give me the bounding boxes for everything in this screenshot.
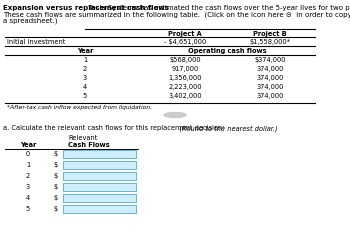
Text: Tesla Systems has estimated the cash flows over the 5-year lives for two project: Tesla Systems has estimated the cash flo… [84, 5, 350, 11]
Text: 1,356,000: 1,356,000 [168, 75, 202, 81]
Text: 2,223,000: 2,223,000 [168, 84, 202, 90]
Text: Relevant: Relevant [68, 135, 97, 141]
Text: *After-tax cash inflow expected from liquidation.: *After-tax cash inflow expected from liq… [7, 105, 152, 110]
Text: 2: 2 [26, 173, 30, 179]
Text: 2: 2 [83, 66, 87, 72]
Text: $: $ [54, 184, 58, 190]
FancyBboxPatch shape [63, 161, 136, 169]
Text: $: $ [54, 162, 58, 168]
Text: These cash flows are summarized in the following table.  (Click on the icon here: These cash flows are summarized in the f… [3, 11, 350, 17]
Text: (Round to the nearest dollar.): (Round to the nearest dollar.) [175, 125, 278, 132]
Text: 5: 5 [26, 206, 30, 212]
Text: 0: 0 [26, 151, 30, 157]
Text: Operating cash flows: Operating cash flows [188, 48, 266, 54]
Text: 374,000: 374,000 [256, 66, 284, 72]
Text: 1: 1 [83, 57, 87, 63]
Text: 4: 4 [83, 84, 87, 90]
Text: a spreadsheet.): a spreadsheet.) [3, 17, 57, 23]
Text: Year: Year [77, 48, 93, 54]
Text: $568,000: $568,000 [169, 57, 201, 63]
Text: 917,000: 917,000 [172, 66, 199, 72]
Text: $: $ [54, 151, 58, 157]
Text: $374,000: $374,000 [254, 57, 286, 63]
Text: 374,000: 374,000 [256, 93, 284, 99]
Text: $: $ [54, 173, 58, 179]
Text: Initial investment: Initial investment [7, 39, 65, 45]
Text: 5: 5 [83, 93, 87, 99]
FancyBboxPatch shape [63, 183, 136, 191]
Text: 3: 3 [26, 184, 30, 190]
Text: 374,000: 374,000 [256, 75, 284, 81]
FancyBboxPatch shape [63, 150, 136, 158]
Text: 374,000: 374,000 [256, 84, 284, 90]
Text: - $4,651,000: - $4,651,000 [164, 39, 206, 45]
Text: a. Calculate the relevant cash flows for this replacement decision:: a. Calculate the relevant cash flows for… [3, 125, 224, 131]
FancyBboxPatch shape [63, 205, 136, 213]
Text: Cash Flows: Cash Flows [68, 142, 110, 148]
Text: $: $ [54, 195, 58, 201]
Text: Project A: Project A [168, 31, 202, 37]
Text: 3: 3 [83, 75, 87, 81]
Text: $1,558,000*: $1,558,000* [250, 39, 290, 45]
FancyBboxPatch shape [63, 194, 136, 202]
Text: Expansion versus replacement cash flows: Expansion versus replacement cash flows [3, 5, 169, 11]
Text: $: $ [54, 206, 58, 212]
FancyBboxPatch shape [63, 172, 136, 180]
Ellipse shape [164, 113, 186, 118]
Text: 4: 4 [26, 195, 30, 201]
Text: Year: Year [20, 142, 36, 148]
Text: 3,402,000: 3,402,000 [168, 93, 202, 99]
Text: 1: 1 [26, 162, 30, 168]
Text: Project B: Project B [253, 31, 287, 37]
